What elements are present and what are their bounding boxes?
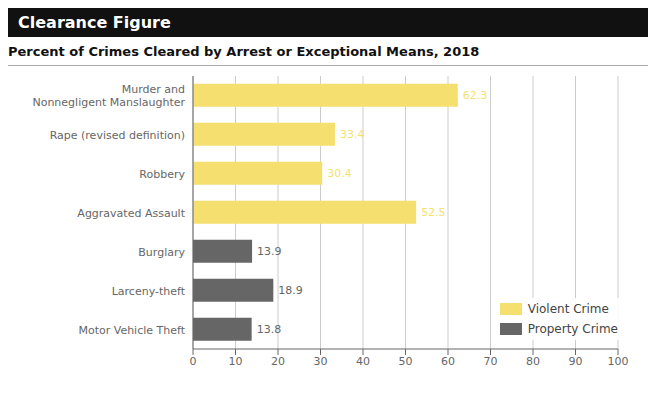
svg-text:62.3: 62.3 [463, 89, 488, 102]
svg-text:Motor Vehicle Theft: Motor Vehicle Theft [78, 323, 185, 336]
svg-text:Rape (revised definition): Rape (revised definition) [50, 128, 185, 141]
svg-text:Aggravated Assault: Aggravated Assault [77, 206, 185, 219]
svg-text:30: 30 [314, 355, 328, 368]
svg-text:100: 100 [608, 355, 629, 368]
svg-text:Robbery: Robbery [139, 167, 185, 180]
svg-text:13.8: 13.8 [257, 323, 282, 336]
svg-text:Burglary: Burglary [138, 245, 185, 258]
svg-text:70: 70 [484, 355, 498, 368]
svg-text:18.9: 18.9 [278, 284, 303, 297]
svg-text:90: 90 [569, 355, 583, 368]
svg-text:Larceny-theft: Larceny-theft [112, 284, 186, 297]
svg-text:10: 10 [229, 355, 243, 368]
svg-text:33.4: 33.4 [340, 128, 365, 141]
svg-text:Murder andNonnegligent Manslau: Murder andNonnegligent Manslaughter [32, 83, 185, 109]
svg-text:13.9: 13.9 [257, 245, 282, 258]
svg-text:20: 20 [271, 355, 285, 368]
svg-text:0: 0 [190, 355, 197, 368]
html-text:Property Crime: Property Crime [527, 322, 618, 336]
html-text:Percent of Crimes Cleared by A: Percent of Crimes Cleared by Arrest or E… [8, 44, 480, 59]
svg-text:30.4: 30.4 [327, 167, 352, 180]
svg-text:50: 50 [399, 355, 413, 368]
svg-text:80: 80 [526, 355, 540, 368]
html-text:Clearance Figure: Clearance Figure [18, 13, 171, 32]
svg-text:40: 40 [356, 355, 370, 368]
html-text:Violent Crime: Violent Crime [527, 302, 609, 316]
svg-text:52.5: 52.5 [421, 206, 446, 219]
svg-text:60: 60 [441, 355, 455, 368]
